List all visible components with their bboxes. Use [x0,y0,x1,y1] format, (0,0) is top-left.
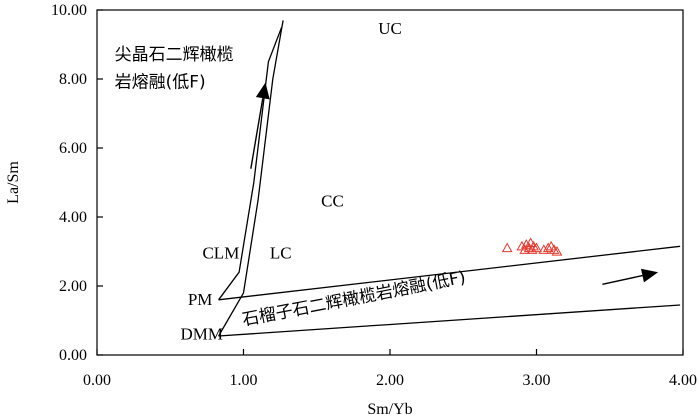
trend-arrow-head [640,268,659,283]
label-spinel_line1: 尖晶石二辉橄榄 [115,45,234,65]
y-tick-label: 0.00 [59,347,87,364]
label-LC: LC [270,243,292,262]
data-point [542,242,554,253]
y-tick-label: 10.00 [51,2,87,19]
data-point [548,244,560,254]
trend-arrow-head [255,82,270,100]
reference-line [218,20,284,337]
x-axis: 0.00 1.00 2.00 3.00 4.00 [83,349,697,389]
x-tick-label: 4.00 [669,372,697,389]
data-point [501,242,513,253]
data-point [523,242,535,253]
label-UC: UC [378,19,402,38]
y-axis-title: La/Sm [5,161,22,204]
y-tick-label: 6.00 [59,140,87,157]
data-point [528,240,539,251]
trend-arrow-shaft [250,98,264,169]
trend-arrows [250,82,659,285]
x-axis-title: Sm/Yb [367,401,412,418]
data-point [551,245,563,256]
label-PM: PM [188,290,213,309]
data-point [531,242,542,253]
y-tick-label: 8.00 [59,71,87,88]
y-axis: 0.00 2.00 4.00 6.00 8.00 10.00 [51,2,103,364]
reference-line [218,304,681,337]
y-tick-label: 2.00 [59,278,87,295]
label-DMM: DMM [181,324,224,343]
x-tick-label: 3.00 [523,372,551,389]
trend-arrow-shaft [602,274,643,285]
data-point [538,244,550,254]
x-tick-label: 1.00 [230,372,258,389]
reference-line [218,27,283,301]
data-point [519,244,531,254]
y-tick-label: 4.00 [59,209,87,226]
data-points [501,237,563,256]
label-CC: CC [321,192,344,211]
label-spinel_line2: 岩熔融(低F) [115,73,206,93]
x-tick-label: 2.00 [376,372,404,389]
reference-line [218,245,681,301]
reference-lines [218,20,681,337]
label-CLM: CLM [202,243,239,262]
x-tick-label: 0.00 [83,372,111,389]
